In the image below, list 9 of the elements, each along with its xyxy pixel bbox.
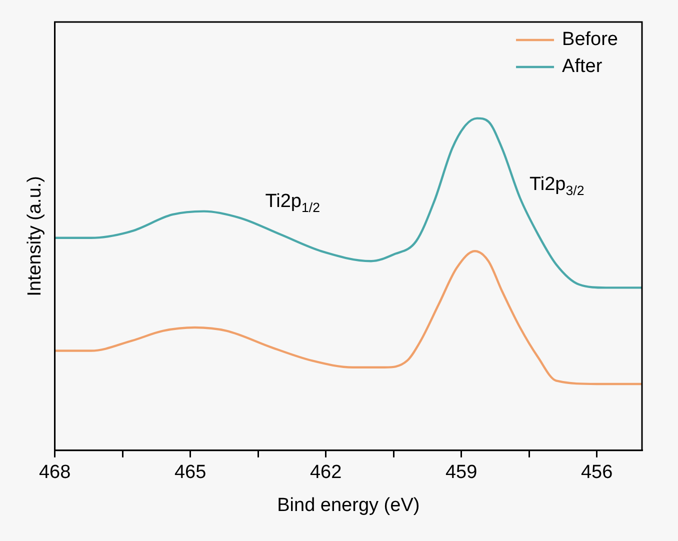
legend-label: After xyxy=(562,56,603,78)
x-tick-label: 465 xyxy=(174,462,206,484)
y-axis-title: Intensity (a.u.) xyxy=(24,176,46,296)
x-tick-label: 459 xyxy=(445,462,478,484)
x-axis-title: Bind energy (eV) xyxy=(277,494,420,516)
x-tick-label: 462 xyxy=(310,462,342,484)
x-tick-label: 468 xyxy=(38,462,71,484)
legend-label: Before xyxy=(562,29,618,50)
x-tick-label: 456 xyxy=(580,462,613,484)
